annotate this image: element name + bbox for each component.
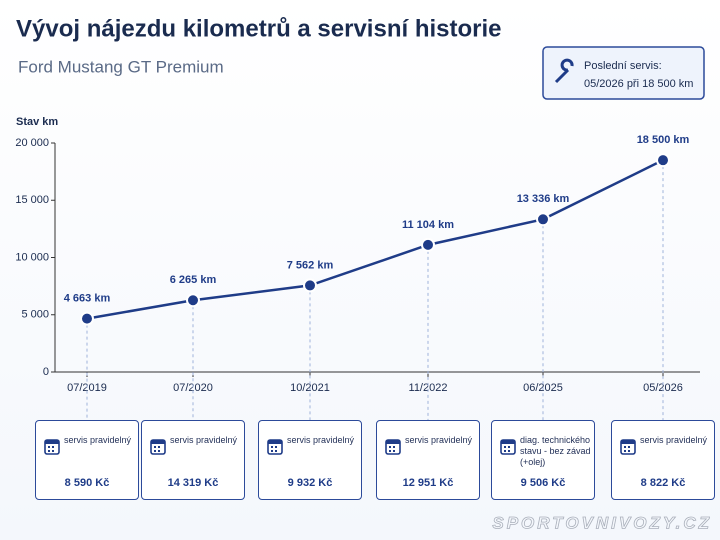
value-label: 13 336 km [517, 193, 570, 205]
point [656, 153, 670, 168]
service-label: servis pravidelný [405, 435, 473, 445]
service-card: servis pravidelný 12 951 Kč [376, 420, 480, 500]
x-tick-label: 07/2020 [173, 382, 213, 394]
service-card: servis pravidelný 9 932 Kč [258, 420, 362, 500]
value-label: 11 104 km [402, 219, 454, 231]
value-label: 18 500 km [637, 134, 690, 146]
service-card: servis pravidelný 14 319 Kč [141, 420, 245, 500]
service-icon [150, 439, 166, 455]
info-box [542, 46, 705, 100]
point [303, 278, 317, 293]
info-title: Poslední servis: [584, 60, 662, 72]
y-axis-label: Stav km [16, 116, 58, 128]
service-icon [267, 439, 283, 455]
service-price: 8 822 Kč [640, 477, 686, 489]
y-tick-label: 15 000 [15, 194, 49, 206]
value-label: 6 265 km [170, 274, 217, 286]
service-icon [44, 439, 60, 455]
value-label: 7 562 km [287, 259, 334, 271]
wrench-icon [554, 58, 574, 84]
service-label: servis pravidelný [64, 435, 132, 445]
service-icon [620, 439, 636, 455]
service-card: servis pravidelný 8 590 Kč [35, 420, 139, 500]
x-tick-label: 07/2019 [67, 382, 107, 394]
info-text: 05/2026 při 18 500 km [584, 78, 693, 90]
service-price: 9 932 Kč [287, 477, 333, 489]
service-label: servis pravidelný [170, 435, 238, 445]
data-line [86, 159, 664, 320]
point [536, 212, 550, 227]
service-card: servis pravidelný 8 822 Kč [611, 420, 715, 500]
value-label: 4 663 km [64, 293, 111, 305]
service-label: diag. technického stavu - bez závad (+ol… [520, 435, 591, 467]
service-price: 12 951 Kč [402, 477, 454, 489]
chart-subtitle: Ford Mustang GT Premium [18, 57, 224, 76]
service-price: 9 506 Kč [520, 477, 566, 489]
y-tick-label: 10 000 [15, 251, 49, 263]
y-tick-label: 0 [43, 366, 49, 378]
service-label: servis pravidelný [287, 435, 355, 445]
chart-title: Vývoj nájezdu kilometrů a servisní histo… [16, 15, 502, 42]
point [186, 293, 200, 308]
service-card: diag. technického stavu - bez závad (+ol… [491, 420, 595, 500]
point [421, 237, 435, 252]
x-tick-label: 11/2022 [409, 382, 448, 394]
y-tick-label: 5 000 [21, 309, 49, 321]
service-price: 8 590 Kč [64, 477, 110, 489]
x-tick-label: 05/2026 [643, 382, 683, 394]
service-price: 14 319 Kč [167, 477, 219, 489]
service-icon [500, 439, 516, 455]
y-tick-label: 20 000 [15, 137, 49, 149]
point [80, 311, 94, 326]
service-label: servis pravidelný [640, 435, 708, 445]
service-icon [385, 439, 401, 455]
watermark: SPORTOVNIVOZY.CZ [492, 513, 712, 532]
